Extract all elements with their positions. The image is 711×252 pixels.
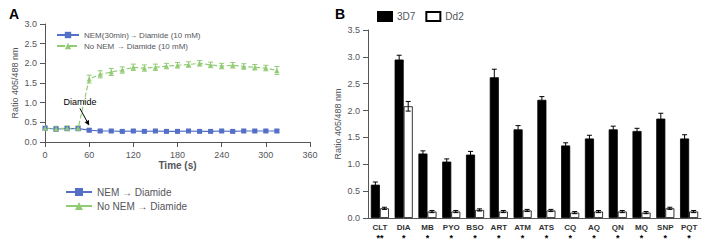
svg-text:No NEM → Diamide: No NEM → Diamide bbox=[97, 201, 187, 212]
svg-text:QN: QN bbox=[612, 223, 624, 232]
svg-text:1.5: 1.5 bbox=[24, 78, 37, 88]
svg-text:*: * bbox=[497, 233, 501, 243]
svg-text:CQ: CQ bbox=[564, 223, 576, 232]
svg-text:Ratio 405/488 nm: Ratio 405/488 nm bbox=[333, 88, 343, 159]
svg-text:Time (s): Time (s) bbox=[158, 160, 196, 171]
svg-text:*: * bbox=[616, 233, 620, 243]
svg-text:CLT: CLT bbox=[372, 223, 387, 232]
svg-text:NEM(30min)→ Diamide (10 mM): NEM(30min)→ Diamide (10 mM) bbox=[84, 31, 201, 40]
svg-text:0: 0 bbox=[42, 150, 47, 160]
svg-text:60: 60 bbox=[84, 150, 94, 160]
svg-text:0.0: 0.0 bbox=[24, 137, 37, 147]
svg-text:Diamide: Diamide bbox=[63, 97, 96, 107]
svg-text:A: A bbox=[9, 6, 19, 22]
svg-text:*: * bbox=[402, 233, 406, 243]
svg-text:BSO: BSO bbox=[466, 223, 483, 232]
svg-text:*: * bbox=[664, 233, 668, 243]
svg-text:360: 360 bbox=[302, 150, 317, 160]
svg-text:*: * bbox=[640, 233, 644, 243]
svg-text:1.0: 1.0 bbox=[24, 98, 37, 108]
svg-text:No NEM → Diamide (10 mM): No NEM → Diamide (10 mM) bbox=[84, 42, 188, 51]
svg-text:PYO: PYO bbox=[443, 223, 460, 232]
svg-text:300: 300 bbox=[258, 150, 273, 160]
svg-text:3.5: 3.5 bbox=[347, 25, 360, 35]
svg-text:*: * bbox=[521, 233, 525, 243]
svg-text:DIA: DIA bbox=[397, 223, 411, 232]
svg-text:*: * bbox=[687, 233, 691, 243]
svg-text:3.0: 3.0 bbox=[24, 19, 37, 29]
svg-text:2.0: 2.0 bbox=[24, 58, 37, 68]
svg-text:ATM: ATM bbox=[514, 223, 531, 232]
svg-text:0.0: 0.0 bbox=[347, 213, 360, 223]
svg-text:MB: MB bbox=[421, 223, 434, 232]
svg-text:B: B bbox=[335, 6, 345, 22]
svg-text:PQT: PQT bbox=[681, 223, 698, 232]
svg-text:*: * bbox=[568, 233, 572, 243]
svg-text:*: * bbox=[545, 233, 549, 243]
svg-text:3.0: 3.0 bbox=[347, 52, 360, 62]
svg-text:180: 180 bbox=[170, 150, 185, 160]
svg-text:240: 240 bbox=[214, 150, 229, 160]
svg-text:*: * bbox=[592, 233, 596, 243]
svg-text:*: * bbox=[426, 233, 430, 243]
svg-text:Ratio 405/488 nm: Ratio 405/488 nm bbox=[10, 47, 20, 118]
svg-text:0.5: 0.5 bbox=[24, 117, 37, 127]
svg-text:2.0: 2.0 bbox=[347, 106, 360, 116]
svg-text:2.5: 2.5 bbox=[24, 39, 37, 49]
svg-text:MQ: MQ bbox=[635, 223, 648, 232]
svg-text:**: ** bbox=[376, 233, 384, 243]
svg-text:3D7: 3D7 bbox=[397, 11, 416, 22]
svg-text:AQ: AQ bbox=[588, 223, 600, 232]
svg-text:2.5: 2.5 bbox=[347, 79, 360, 89]
svg-text:SNP: SNP bbox=[657, 223, 674, 232]
svg-text:ATS: ATS bbox=[539, 223, 555, 232]
svg-text:1.0: 1.0 bbox=[347, 159, 360, 169]
svg-text:Dd2: Dd2 bbox=[445, 11, 464, 22]
svg-text:*: * bbox=[449, 233, 453, 243]
svg-text:1.5: 1.5 bbox=[347, 132, 360, 142]
svg-text:*: * bbox=[473, 233, 477, 243]
svg-text:0.5: 0.5 bbox=[347, 186, 360, 196]
svg-text:120: 120 bbox=[126, 150, 141, 160]
svg-text:NEM → Diamide: NEM → Diamide bbox=[97, 187, 172, 198]
svg-text:ART: ART bbox=[491, 223, 508, 232]
